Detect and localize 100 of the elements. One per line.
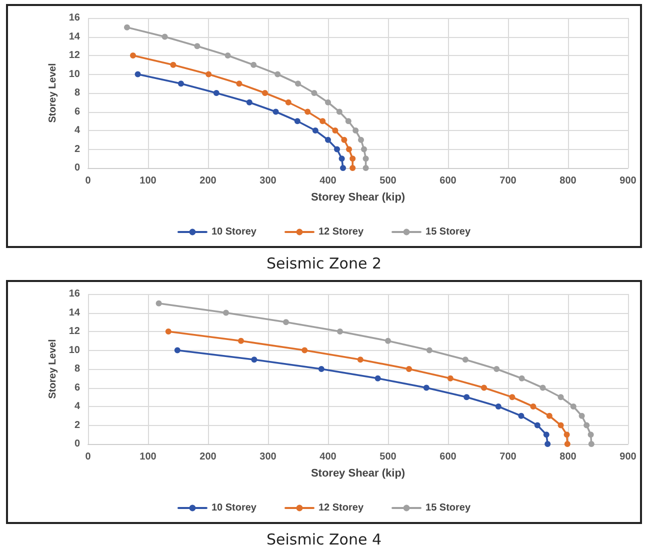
point [495, 404, 502, 410]
point [518, 375, 525, 382]
point [156, 300, 162, 306]
y-tick-label: 4 [74, 401, 80, 412]
point [272, 108, 279, 115]
point [361, 146, 367, 152]
point [238, 338, 244, 344]
x-tick-label: 400 [320, 176, 337, 186]
point [336, 108, 342, 115]
point [345, 118, 352, 124]
point [283, 319, 289, 326]
point [494, 366, 500, 372]
point [295, 80, 301, 87]
point [341, 136, 348, 143]
y-tick-label: 6 [74, 106, 80, 118]
y-tick-label: 16 [68, 288, 80, 300]
legend-label: 15 Storey [426, 226, 471, 238]
point [578, 412, 585, 419]
point [174, 347, 180, 354]
point [213, 90, 220, 96]
x-tick-label: 900 [620, 452, 637, 462]
point [426, 347, 432, 354]
point [250, 62, 257, 68]
point [362, 165, 369, 171]
point [564, 441, 570, 447]
y-tick-label: 16 [68, 12, 80, 24]
point [518, 412, 524, 419]
y-tick-label: 12 [68, 50, 80, 61]
point [134, 71, 141, 78]
point [337, 328, 343, 334]
y-tick-label: 10 [68, 68, 80, 80]
point [318, 366, 324, 372]
x-axis-title: Storey Shear (kip) [310, 468, 406, 480]
point [346, 146, 352, 152]
point [251, 356, 258, 363]
point [194, 43, 200, 50]
point [406, 366, 412, 372]
legend-label: 10 Storey [211, 502, 257, 514]
point [325, 99, 331, 106]
point [350, 165, 356, 171]
point [340, 165, 346, 171]
point [481, 384, 487, 391]
legend-label: 15 Storey [426, 502, 471, 514]
point [464, 394, 470, 400]
point [304, 108, 311, 115]
x-tick-label: 500 [380, 452, 397, 462]
point [224, 52, 231, 58]
point [362, 156, 369, 162]
point [162, 34, 168, 40]
point [312, 128, 318, 134]
point [374, 375, 381, 382]
x-tick-label: 800 [560, 452, 577, 462]
x-tick-label: 600 [440, 452, 457, 462]
point [274, 71, 281, 78]
point [385, 338, 391, 344]
x-tick-label: 600 [440, 176, 457, 186]
point [262, 90, 268, 96]
y-tick-label: 8 [74, 364, 80, 374]
x-axis-title: Storey Shear (kip) [310, 192, 406, 204]
point [178, 80, 184, 87]
y-tick-label: 12 [68, 326, 80, 337]
point [564, 432, 570, 438]
point [558, 394, 564, 400]
y-tick-label: 14 [68, 31, 80, 42]
point [334, 146, 340, 152]
point [352, 128, 359, 134]
y-tick-label: 0 [74, 162, 80, 174]
point [423, 384, 430, 391]
point [338, 156, 345, 162]
x-tick-label: 300 [260, 176, 277, 186]
y-tick-label: 0 [74, 438, 80, 450]
y-tick-label: 2 [74, 420, 80, 431]
point [246, 99, 252, 106]
point [509, 394, 516, 400]
x-tick-label: 700 [500, 176, 517, 186]
y-axis-title: Storey Level [47, 63, 58, 123]
point [236, 80, 242, 87]
x-tick-label: 900 [620, 176, 637, 186]
x-tick-label: 700 [500, 452, 517, 462]
point [124, 24, 130, 30]
point [540, 384, 546, 391]
x-tick-label: 200 [200, 452, 217, 462]
y-tick-label: 10 [68, 344, 80, 356]
y-tick-label: 4 [74, 125, 80, 136]
point [558, 422, 564, 428]
point [130, 52, 136, 58]
point [447, 375, 454, 382]
point [325, 136, 331, 143]
point [311, 90, 318, 96]
y-tick-label: 2 [74, 144, 80, 155]
point [534, 422, 540, 428]
x-tick-label: 500 [380, 176, 397, 186]
point [584, 422, 590, 428]
x-tick-label: 800 [560, 176, 577, 186]
y-tick-label: 14 [68, 307, 80, 318]
point [165, 328, 172, 334]
point [357, 356, 364, 363]
x-tick-label: 100 [140, 176, 157, 186]
legend-label: 10 Storey [211, 226, 257, 238]
y-tick-label: 6 [74, 382, 80, 394]
